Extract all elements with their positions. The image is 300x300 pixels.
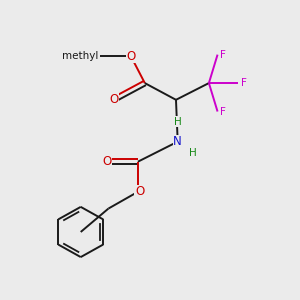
Text: O: O [126, 50, 136, 63]
Text: H: H [174, 117, 182, 127]
Text: O: O [102, 155, 111, 168]
Text: methyl: methyl [62, 51, 98, 61]
Text: O: O [135, 185, 144, 198]
Text: N: N [173, 135, 182, 148]
Text: F: F [241, 78, 247, 88]
Text: F: F [220, 106, 226, 116]
Text: O: O [109, 93, 118, 106]
Text: F: F [220, 50, 226, 60]
Text: H: H [189, 148, 197, 158]
